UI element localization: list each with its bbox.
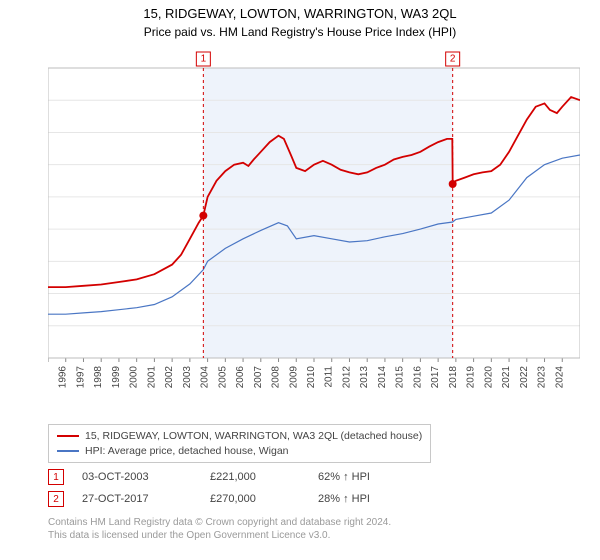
legend-item: HPI: Average price, detached house, Wiga…: [57, 444, 422, 459]
svg-text:2024: 2024: [554, 366, 565, 389]
svg-text:1999: 1999: [111, 366, 122, 389]
svg-text:2011: 2011: [324, 366, 335, 388]
sales-date: 27-OCT-2017: [82, 493, 192, 505]
svg-text:2021: 2021: [501, 366, 512, 389]
footer-line2: This data is licensed under the Open Gov…: [48, 529, 391, 542]
svg-text:2023: 2023: [537, 366, 548, 389]
sales-badge: 1: [48, 469, 64, 485]
price-chart: £0£50K£100K£150K£200K£250K£300K£350K£400…: [48, 50, 580, 390]
svg-text:2001: 2001: [146, 366, 157, 389]
chart-subtitle: Price paid vs. HM Land Registry's House …: [0, 23, 600, 43]
svg-text:1998: 1998: [93, 366, 104, 389]
sales-row: 2 27-OCT-2017 £270,000 28% ↑ HPI: [48, 488, 418, 510]
sales-price: £270,000: [210, 493, 300, 505]
svg-text:2: 2: [450, 54, 456, 65]
svg-text:1996: 1996: [58, 366, 69, 389]
legend-swatch: [57, 435, 79, 437]
svg-text:1995: 1995: [48, 366, 51, 389]
footer-attribution: Contains HM Land Registry data © Crown c…: [48, 516, 391, 542]
svg-text:2022: 2022: [519, 366, 530, 389]
sales-table: 1 03-OCT-2003 £221,000 62% ↑ HPI 2 27-OCT-201…: [48, 466, 418, 510]
svg-text:1997: 1997: [75, 366, 86, 389]
legend-item: 15, RIDGEWAY, LOWTON, WARRINGTON, WA3 2Q…: [57, 429, 422, 444]
svg-text:2018: 2018: [448, 366, 459, 389]
legend-label: HPI: Average price, detached house, Wiga…: [85, 444, 289, 459]
legend-label: 15, RIDGEWAY, LOWTON, WARRINGTON, WA3 2Q…: [85, 429, 422, 444]
svg-text:2006: 2006: [235, 366, 246, 389]
sales-pct: 62% ↑ HPI: [318, 471, 418, 483]
svg-text:2009: 2009: [288, 366, 299, 389]
svg-text:2000: 2000: [129, 366, 140, 389]
chart-title: 15, RIDGEWAY, LOWTON, WARRINGTON, WA3 2Q…: [0, 0, 600, 23]
footer-line1: Contains HM Land Registry data © Crown c…: [48, 516, 391, 529]
svg-text:2012: 2012: [341, 366, 352, 389]
svg-text:2013: 2013: [359, 366, 370, 389]
legend: 15, RIDGEWAY, LOWTON, WARRINGTON, WA3 2Q…: [48, 424, 431, 463]
sales-badge: 2: [48, 491, 64, 507]
sales-row: 1 03-OCT-2003 £221,000 62% ↑ HPI: [48, 466, 418, 488]
legend-swatch: [57, 450, 79, 452]
sales-price: £221,000: [210, 471, 300, 483]
chart-container: 15, RIDGEWAY, LOWTON, WARRINGTON, WA3 2Q…: [0, 0, 600, 560]
svg-text:2015: 2015: [395, 366, 406, 389]
svg-text:2019: 2019: [466, 366, 477, 389]
svg-text:2016: 2016: [412, 366, 423, 389]
svg-text:1: 1: [201, 54, 207, 65]
sales-pct: 28% ↑ HPI: [318, 493, 418, 505]
svg-text:2010: 2010: [306, 366, 317, 389]
svg-text:2002: 2002: [164, 366, 175, 389]
svg-text:2004: 2004: [200, 366, 211, 389]
svg-text:2007: 2007: [253, 366, 264, 389]
svg-text:2020: 2020: [483, 366, 494, 389]
sales-date: 03-OCT-2003: [82, 471, 192, 483]
svg-text:2014: 2014: [377, 366, 388, 389]
svg-text:2005: 2005: [217, 366, 228, 389]
svg-text:2017: 2017: [430, 366, 441, 389]
svg-text:2003: 2003: [182, 366, 193, 389]
svg-text:2008: 2008: [271, 366, 282, 389]
